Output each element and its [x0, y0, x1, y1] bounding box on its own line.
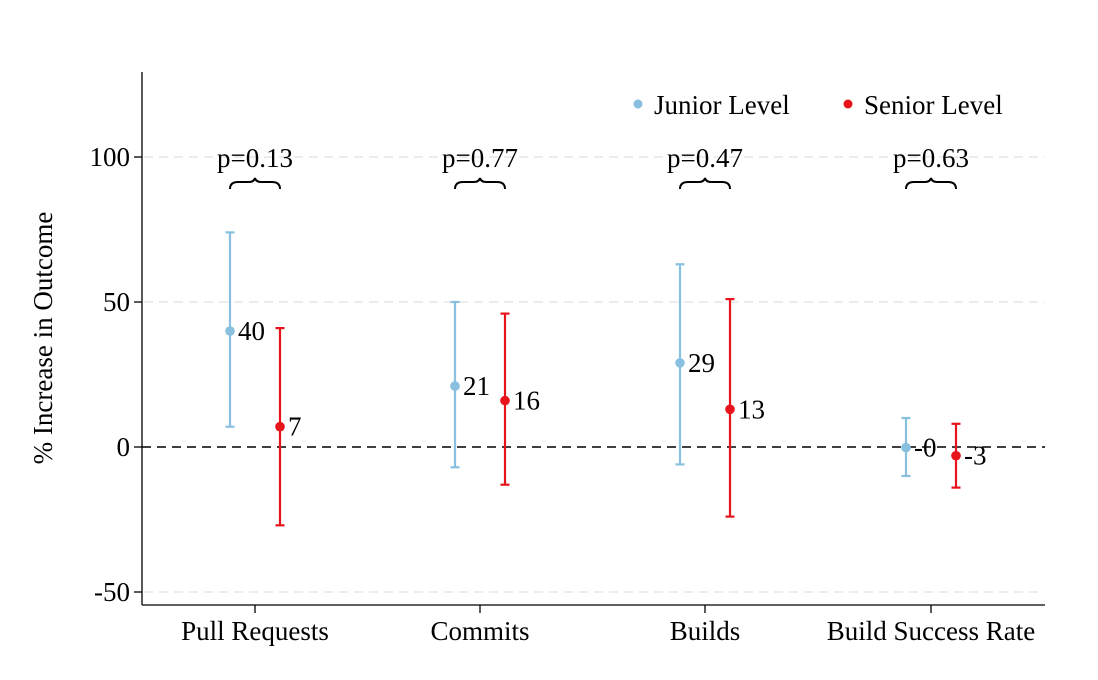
x-tick-label: Builds [670, 616, 741, 646]
legend-junior-marker [633, 99, 643, 109]
data-point [725, 404, 735, 415]
y-tick-label: 100 [90, 142, 131, 172]
curly-brace [454, 177, 506, 190]
legend-junior-label: Junior Level [654, 90, 790, 120]
data-label: 29 [688, 348, 715, 378]
gridlines [144, 156, 1045, 593]
y-tick-label: 0 [117, 432, 131, 462]
point-estimates [225, 326, 961, 461]
legend-senior-label: Senior Level [864, 90, 1003, 120]
x-ticks: Pull Requests Commits Builds Build Success … [181, 605, 1035, 646]
curly-brace [679, 177, 731, 190]
data-label: 40 [238, 316, 265, 346]
data-point [951, 450, 961, 461]
data-label: 16 [513, 386, 540, 416]
data-label: -0 [914, 433, 937, 463]
data-point [225, 326, 235, 336]
data-labels: 40 21 29 -0 7 16 13 -3 [238, 316, 987, 471]
y-tick-label: 50 [103, 287, 130, 317]
data-point [275, 421, 285, 432]
p-value-label: p=0.77 [442, 143, 518, 173]
confidence-intervals [225, 231, 961, 527]
x-tick-label: Pull Requests [181, 616, 329, 646]
y-axis-label: % Increase in Outcome [28, 212, 58, 465]
data-label: 7 [288, 412, 302, 442]
x-tick-label: Commits [430, 616, 529, 646]
data-point [450, 381, 460, 391]
data-label: 21 [463, 371, 490, 401]
data-point [901, 442, 911, 453]
p-value-label: p=0.63 [893, 143, 969, 173]
curly-brace [229, 177, 281, 190]
p-value-annotations: p=0.13 p=0.77 p=0.47 p=0.63 [217, 143, 969, 190]
legend: Junior Level Senior Level [633, 90, 1003, 120]
data-label: -3 [964, 441, 987, 471]
data-label: 13 [738, 394, 765, 424]
curly-brace [905, 177, 957, 190]
y-tick-label: -50 [94, 577, 130, 607]
axes [141, 72, 1045, 606]
x-tick-label: Build Success Rate [827, 616, 1035, 646]
legend-senior-marker [843, 99, 853, 109]
y-ticks: -50 0 50 100 [90, 142, 142, 607]
data-point [675, 358, 685, 368]
data-point [500, 395, 510, 406]
p-value-label: p=0.47 [667, 143, 743, 173]
p-value-label: p=0.13 [217, 143, 293, 173]
